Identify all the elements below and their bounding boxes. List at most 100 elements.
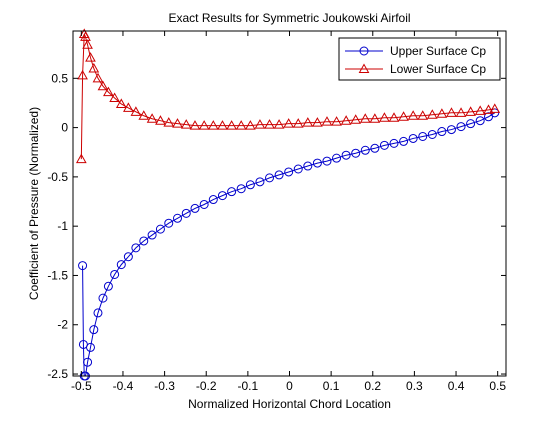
data-point	[312, 117, 323, 127]
data-point	[379, 112, 390, 122]
data-point	[332, 153, 342, 163]
data-point	[198, 120, 210, 130]
data-point	[426, 109, 438, 119]
data-point	[254, 119, 266, 129]
x-tick-label: 0.1	[323, 379, 340, 393]
data-point	[181, 208, 191, 218]
data-point	[341, 150, 351, 160]
data-point	[360, 145, 370, 155]
y-tick-label: -0.5	[47, 170, 68, 184]
data-point	[466, 119, 476, 129]
data-point	[173, 213, 183, 223]
data-point	[146, 113, 158, 123]
y-tick-label: 0	[61, 121, 68, 135]
data-point	[312, 158, 322, 168]
data-point	[245, 120, 256, 130]
data-point	[109, 92, 120, 103]
data-point	[436, 108, 448, 118]
data-point	[456, 122, 466, 132]
data-point	[164, 218, 174, 228]
data-point	[207, 120, 219, 130]
x-tick-label: -0.3	[154, 379, 175, 393]
legend-label: Lower Surface Cp	[390, 62, 486, 76]
data-point	[235, 120, 247, 130]
legend-label: Upper Surface Cp	[390, 44, 486, 58]
legend-item: Upper Surface Cp	[345, 44, 486, 58]
data-point	[85, 342, 95, 352]
data-point	[388, 112, 400, 122]
data-point	[399, 136, 409, 146]
data-point	[130, 106, 142, 116]
data-point	[110, 269, 120, 279]
data-point	[427, 130, 437, 139]
data-point	[475, 116, 485, 126]
data-point	[302, 117, 314, 127]
data-point	[82, 39, 93, 49]
data-point	[359, 113, 371, 123]
x-tick-label: 0.3	[406, 379, 423, 393]
data-point	[293, 164, 303, 174]
data-point	[303, 161, 313, 171]
data-point	[155, 224, 165, 234]
x-tick-label: -0.5	[71, 379, 92, 393]
data-point	[139, 236, 149, 246]
x-tick-label: -0.2	[196, 379, 217, 393]
data-point	[147, 230, 157, 240]
data-point	[455, 107, 467, 117]
data-point	[408, 133, 418, 143]
data-point	[379, 140, 389, 150]
data-point	[437, 127, 447, 137]
x-tick-label: 0.5	[489, 379, 506, 393]
data-point	[465, 106, 476, 116]
x-tick-label: 0.4	[448, 379, 465, 393]
data-point	[208, 195, 218, 205]
data-point	[85, 52, 96, 62]
data-point	[417, 110, 429, 120]
data-point	[418, 131, 428, 141]
x-axis-label: Normalized Horizontal Chord Location	[188, 397, 391, 411]
data-point	[189, 120, 201, 130]
x-tick-label: 0	[286, 379, 293, 393]
legend-marker	[359, 46, 369, 56]
y-tick-label: -1	[57, 219, 68, 233]
data-point	[245, 180, 255, 190]
data-point	[370, 143, 380, 153]
data-point	[138, 110, 150, 120]
data-point	[398, 111, 409, 121]
data-point	[78, 261, 88, 271]
data-point	[226, 120, 237, 130]
data-point	[75, 153, 87, 164]
data-point	[236, 184, 246, 194]
tick-layer: -0.5 -0.4 -0.3 -0.2 -0.1 0 0.1 0.2 0.3 0.4 0.5 -2.5…	[47, 31, 506, 393]
data-point	[217, 191, 227, 201]
data-point	[351, 148, 361, 158]
data-point	[217, 120, 228, 130]
data-point	[190, 203, 200, 213]
data-point	[116, 260, 126, 270]
y-tick-label: -2	[57, 318, 68, 332]
data-point	[350, 114, 362, 124]
data-point	[284, 167, 294, 177]
data-point	[292, 118, 304, 128]
chart-title: Exact Results for Symmetric Joukowski Ai…	[168, 11, 410, 25]
data-point	[274, 170, 284, 180]
data-point	[77, 69, 88, 80]
data-point	[97, 80, 109, 91]
data-point	[89, 325, 99, 335]
data-point	[407, 110, 419, 120]
data-point	[180, 119, 192, 129]
data-point	[115, 98, 127, 108]
data-point	[255, 177, 265, 187]
x-tick-label: -0.1	[238, 379, 259, 393]
data-point	[389, 138, 399, 148]
data-point	[92, 72, 104, 83]
data-point	[199, 199, 209, 209]
y-tick-label: -2.5	[47, 367, 68, 381]
data-point	[98, 293, 108, 303]
data-point	[483, 104, 494, 114]
y-tick-label: 0.5	[51, 71, 68, 85]
data-point	[446, 107, 457, 117]
data-point	[340, 115, 352, 125]
